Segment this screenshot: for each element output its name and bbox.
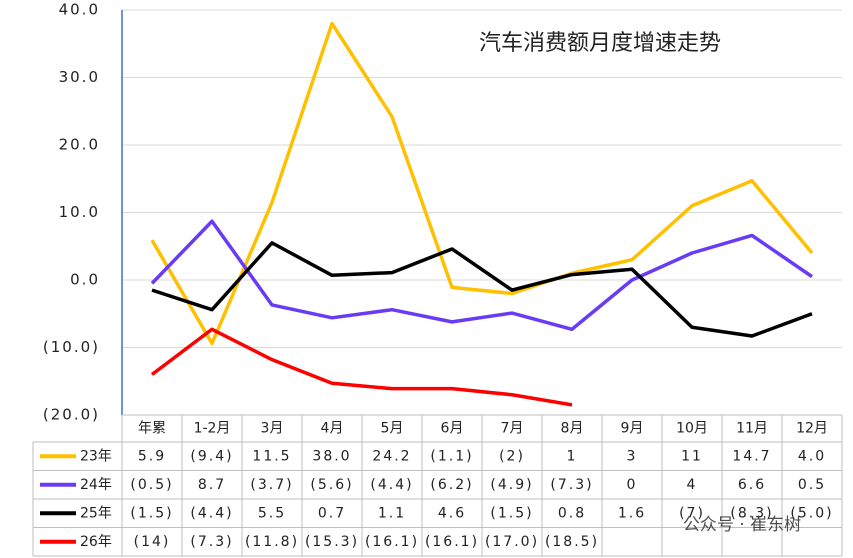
x-tick-label: 年累 — [138, 421, 166, 437]
data-label: (7.3) — [190, 534, 233, 550]
data-label: (6.2) — [430, 477, 473, 493]
data-label: (16.1) — [365, 534, 419, 550]
x-tick-label: 1-2月 — [194, 421, 231, 437]
series-line — [150, 327, 573, 407]
data-label: 0 — [627, 477, 638, 493]
legend-label: 26年 — [80, 534, 112, 550]
data-label: 4.0 — [798, 448, 826, 464]
data-label: 14.7 — [732, 448, 771, 464]
y-tick-label: (20.0) — [43, 406, 100, 424]
legend-label: 25年 — [80, 505, 112, 521]
data-label: 5.5 — [258, 505, 286, 521]
data-label: 1.1 — [378, 505, 406, 521]
data-label: (16.1) — [425, 534, 479, 550]
data-label: (1.5) — [490, 505, 533, 521]
data-label: (3.7) — [250, 477, 293, 493]
data-label: (1.1) — [430, 448, 473, 464]
data-label: 1 — [567, 448, 578, 464]
data-label: 4 — [687, 477, 698, 493]
x-tick-label: 10月 — [676, 421, 708, 437]
data-label: 38.0 — [312, 448, 351, 464]
data-label: (0.5) — [130, 477, 173, 493]
y-tick-label: 40.0 — [59, 1, 100, 19]
data-label: 0.7 — [318, 505, 346, 521]
chart-title: 汽车消费额月度增速走势 — [479, 31, 721, 56]
x-tick-label: 7月 — [501, 421, 524, 437]
x-tick-label: 12月 — [796, 421, 828, 437]
data-label: 11 — [681, 448, 703, 464]
x-tick-label: 11月 — [736, 421, 768, 437]
x-tick-label: 8月 — [561, 421, 584, 437]
series-line — [150, 219, 813, 332]
data-label: (4.9) — [490, 477, 533, 493]
data-label: 6.6 — [738, 477, 766, 493]
x-tick-label: 9月 — [621, 421, 644, 437]
data-label: 4.6 — [438, 505, 466, 521]
data-label: 3 — [627, 448, 638, 464]
data-label: 24.2 — [372, 448, 411, 464]
data-label: 0.5 — [798, 477, 826, 493]
y-tick-label: 30.0 — [59, 68, 100, 86]
y-tick-label: (10.0) — [43, 338, 100, 356]
legend-label: 23年 — [80, 448, 112, 464]
data-label: (4.4) — [370, 477, 413, 493]
data-label: (7.3) — [550, 477, 593, 493]
data-label: (1.5) — [130, 505, 173, 521]
data-label: (2) — [499, 448, 525, 464]
y-tick-label: 10.0 — [59, 203, 100, 221]
data-label: (14) — [134, 534, 171, 550]
data-label: (15.3) — [305, 534, 359, 550]
data-label: 1.6 — [618, 505, 646, 521]
watermark: 公众号 · 崔东树 — [683, 515, 801, 535]
x-tick-label: 3月 — [261, 421, 284, 437]
legend-label: 24年 — [80, 477, 112, 493]
data-label: (11.8) — [245, 534, 299, 550]
data-label: (5.0) — [790, 505, 833, 521]
data-label: (7) — [679, 505, 705, 521]
series-line — [150, 21, 814, 346]
y-tick-label: 0.0 — [70, 271, 100, 289]
data-label: (18.5) — [545, 534, 599, 550]
data-label: (8.3) — [730, 505, 773, 521]
y-tick-label: 20.0 — [59, 136, 100, 154]
data-label: 5.9 — [138, 448, 166, 464]
x-tick-label: 6月 — [441, 421, 464, 437]
data-label: 11.5 — [252, 448, 291, 464]
data-label: 8.7 — [198, 477, 226, 493]
data-label: (5.6) — [310, 477, 353, 493]
data-label: (4.4) — [190, 505, 233, 521]
data-label: (17.0) — [485, 534, 539, 550]
data-label: 0.8 — [558, 505, 586, 521]
series-line — [151, 241, 813, 338]
x-tick-label: 5月 — [381, 421, 404, 437]
x-tick-label: 4月 — [321, 421, 344, 437]
data-label: (9.4) — [190, 448, 233, 464]
